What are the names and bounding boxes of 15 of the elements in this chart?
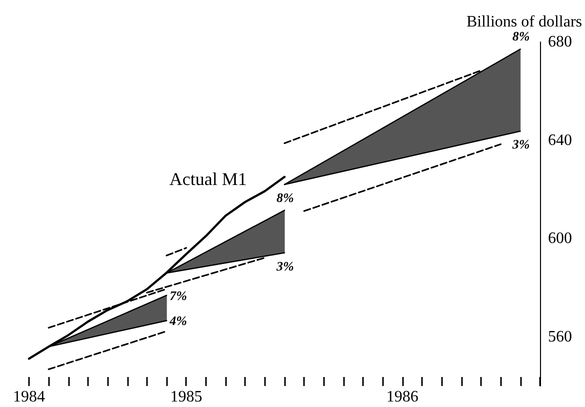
y-tick-label: 640 — [548, 132, 572, 149]
annotation: 4% — [168, 313, 188, 328]
series-label: Actual M1 — [169, 169, 247, 190]
x-tick-label: 1984 — [13, 388, 45, 406]
y-tick-label: 560 — [548, 328, 572, 346]
y-tick-label: 600 — [548, 230, 572, 248]
annotation: 7% — [170, 288, 188, 303]
annotation: 8% — [276, 190, 294, 205]
y-axis-title: Billions of dollars — [466, 14, 582, 30]
x-tick-label: 1986 — [386, 388, 418, 406]
annotation: 3% — [511, 136, 530, 152]
y-tick-label: 680 — [548, 34, 572, 50]
annotation: 8% — [512, 28, 530, 44]
annotation: 3% — [276, 258, 294, 274]
x-tick-label: 1985 — [170, 388, 202, 406]
